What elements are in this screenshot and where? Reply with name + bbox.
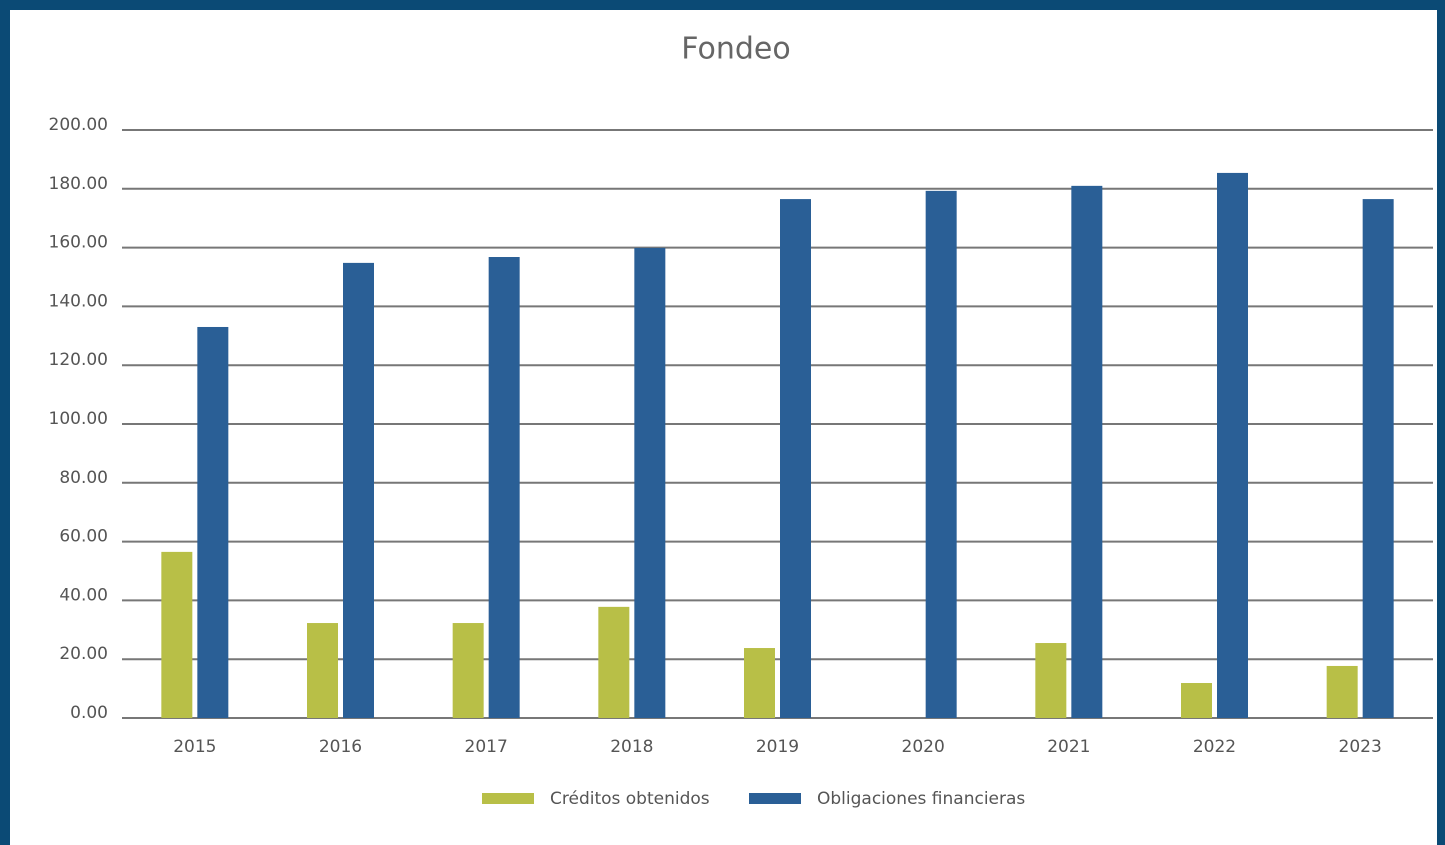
- bar: [197, 326, 229, 718]
- x-tick-label: 2020: [902, 737, 945, 757]
- y-tick-label: 100.00: [49, 409, 108, 429]
- x-tick-label: 2018: [610, 737, 653, 757]
- bar: [744, 648, 775, 718]
- bar: [634, 247, 666, 719]
- y-tick-label: 200.00: [49, 115, 108, 135]
- bar: [1217, 172, 1248, 718]
- x-tick-label: 2022: [1193, 737, 1236, 757]
- bar: [1071, 185, 1103, 719]
- legend-swatch: [749, 793, 801, 804]
- bar: [1362, 199, 1394, 719]
- y-tick-label: 160.00: [49, 233, 108, 253]
- bar: [161, 551, 193, 718]
- y-tick-label: 20.00: [59, 644, 108, 664]
- x-tick-label: 2015: [173, 737, 216, 757]
- legend-label: Créditos obtenidos: [550, 789, 710, 809]
- y-tick-label: 180.00: [49, 174, 108, 194]
- bar: [925, 190, 957, 718]
- y-tick-label: 60.00: [59, 527, 108, 547]
- x-tick-label: 2021: [1047, 737, 1090, 757]
- y-tick-label: 0.00: [70, 703, 108, 723]
- x-tick-label: 2019: [756, 737, 799, 757]
- bar: [780, 199, 811, 719]
- bar: [1035, 643, 1067, 718]
- bar: [1181, 683, 1212, 718]
- legend-label: Obligaciones financieras: [817, 789, 1025, 809]
- bar: [598, 606, 630, 718]
- y-tick-label: 80.00: [59, 468, 108, 488]
- bar: [488, 257, 520, 718]
- bar: [307, 623, 338, 718]
- y-tick-label: 120.00: [49, 350, 108, 370]
- x-tick-label: 2023: [1339, 737, 1382, 757]
- bar: [452, 623, 484, 718]
- bar: [343, 262, 374, 718]
- legend-swatch: [482, 793, 534, 804]
- y-tick-label: 140.00: [49, 291, 108, 311]
- bar: [1326, 665, 1358, 718]
- x-tick-label: 2016: [319, 737, 362, 757]
- y-tick-label: 40.00: [59, 585, 108, 605]
- chart-title: Fondeo: [681, 32, 790, 67]
- x-tick-label: 2017: [465, 737, 508, 757]
